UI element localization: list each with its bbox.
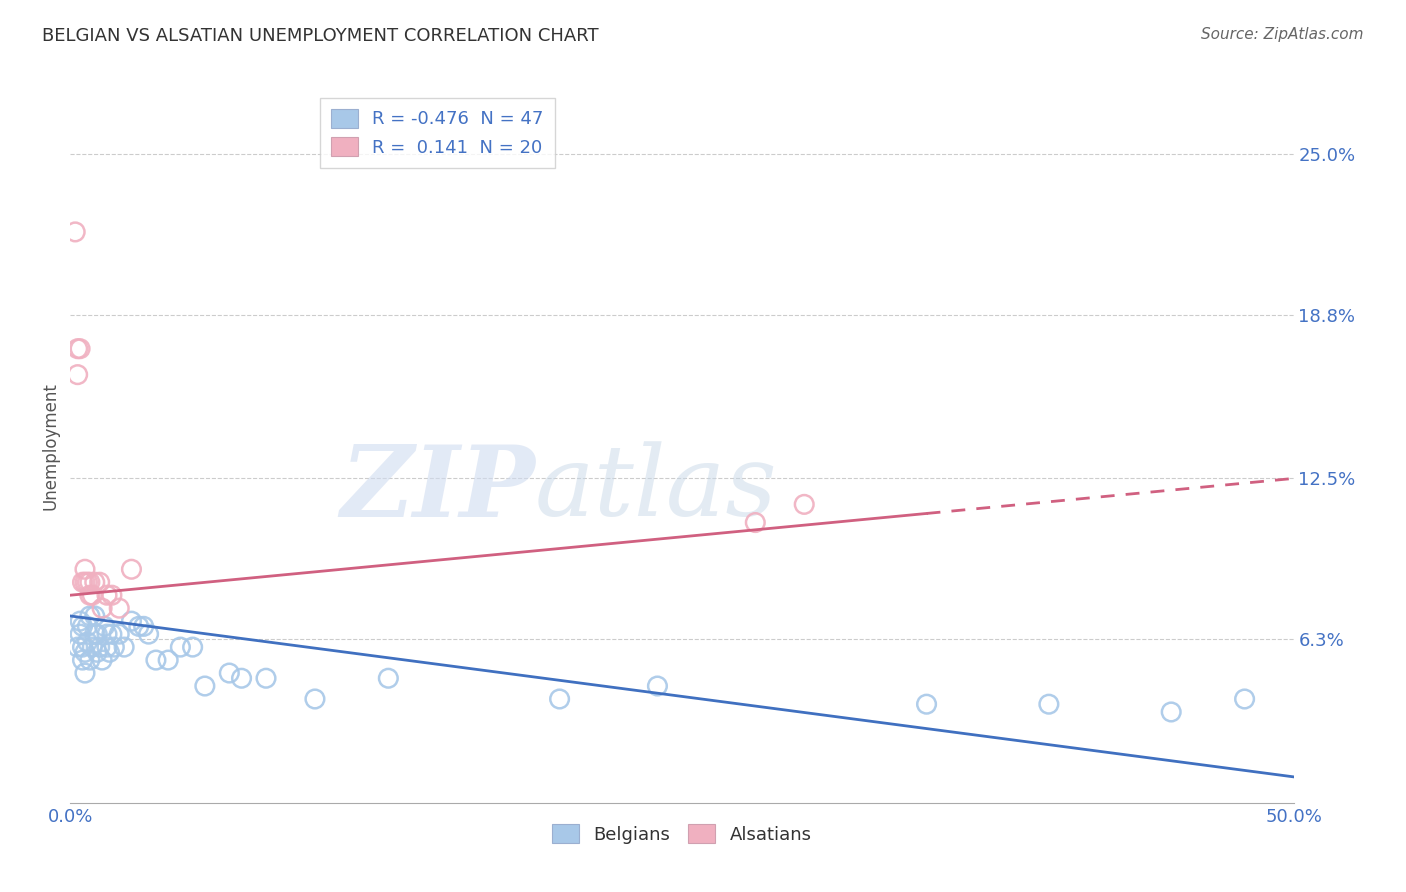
- Point: [76, 635, 98, 649]
- Point: [915, 697, 938, 711]
- Point: [218, 666, 240, 681]
- Point: [72, 653, 94, 667]
- Point: [103, 640, 125, 654]
- Point: [69, 614, 91, 628]
- Point: [79, 588, 101, 602]
- Point: [89, 640, 111, 654]
- Point: [82, 640, 104, 654]
- Point: [98, 645, 121, 659]
- Point: [108, 601, 131, 615]
- Point: [101, 627, 124, 641]
- Point: [76, 575, 98, 590]
- Point: [73, 562, 96, 576]
- Point: [1038, 697, 1060, 711]
- Point: [793, 497, 815, 511]
- Point: [72, 619, 94, 633]
- Point: [128, 619, 150, 633]
- Point: [73, 645, 96, 659]
- Point: [157, 653, 180, 667]
- Point: [304, 692, 326, 706]
- Point: [79, 609, 101, 624]
- Text: BELGIAN VS ALSATIAN UNEMPLOYMENT CORRELATION CHART: BELGIAN VS ALSATIAN UNEMPLOYMENT CORRELA…: [42, 27, 599, 45]
- Point: [145, 653, 167, 667]
- Point: [66, 342, 89, 356]
- Point: [108, 627, 131, 641]
- Point: [1233, 692, 1256, 706]
- Point: [76, 619, 98, 633]
- Point: [83, 575, 105, 590]
- Point: [72, 640, 94, 654]
- Point: [132, 619, 155, 633]
- Point: [96, 640, 118, 654]
- Point: [101, 588, 124, 602]
- Point: [63, 225, 86, 239]
- Point: [86, 627, 108, 641]
- Point: [647, 679, 669, 693]
- Point: [79, 575, 101, 590]
- Point: [121, 614, 143, 628]
- Point: [96, 627, 118, 641]
- Y-axis label: Unemployment: Unemployment: [41, 382, 59, 510]
- Text: ZIP: ZIP: [340, 441, 536, 537]
- Point: [112, 640, 135, 654]
- Point: [79, 653, 101, 667]
- Point: [377, 671, 399, 685]
- Point: [91, 601, 114, 615]
- Point: [96, 588, 118, 602]
- Point: [69, 627, 91, 641]
- Point: [121, 562, 143, 576]
- Point: [69, 342, 91, 356]
- Point: [66, 640, 89, 654]
- Point: [181, 640, 204, 654]
- Point: [66, 368, 89, 382]
- Point: [169, 640, 191, 654]
- Point: [73, 666, 96, 681]
- Point: [86, 645, 108, 659]
- Text: atlas: atlas: [536, 442, 778, 536]
- Text: Source: ZipAtlas.com: Source: ZipAtlas.com: [1201, 27, 1364, 42]
- Point: [89, 575, 111, 590]
- Point: [93, 619, 115, 633]
- Point: [138, 627, 160, 641]
- Legend: Belgians, Alsatians: Belgians, Alsatians: [544, 817, 820, 851]
- Point: [1160, 705, 1182, 719]
- Point: [73, 575, 96, 590]
- Point: [194, 679, 217, 693]
- Point: [91, 653, 114, 667]
- Point: [254, 671, 277, 685]
- Point: [72, 575, 94, 590]
- Point: [231, 671, 253, 685]
- Point: [744, 516, 766, 530]
- Point: [548, 692, 571, 706]
- Point: [82, 588, 104, 602]
- Point: [83, 627, 105, 641]
- Point: [83, 609, 105, 624]
